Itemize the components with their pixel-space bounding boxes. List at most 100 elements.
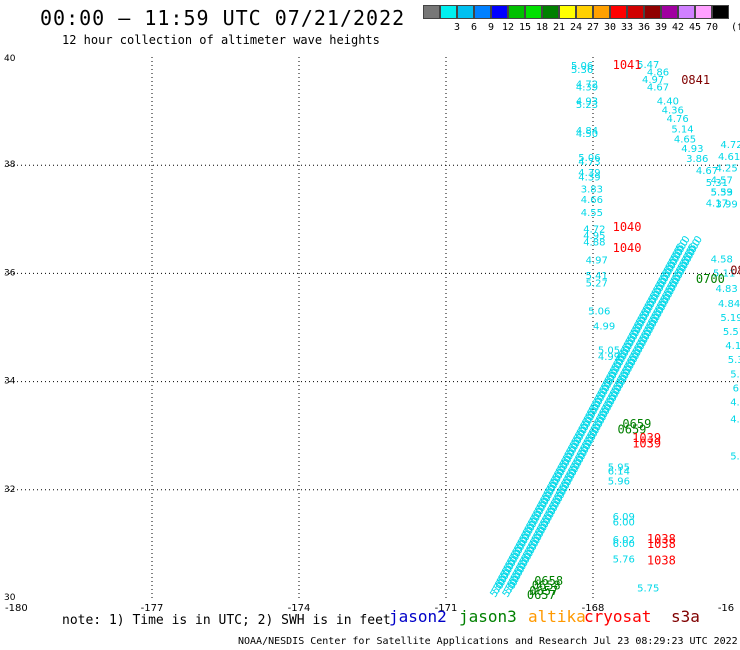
- wave-height-label: 5.75: [637, 584, 659, 595]
- scale-label: 9: [487, 22, 495, 33]
- wave-height-label: 4.99: [593, 322, 615, 333]
- wave-height-label: 4.76: [667, 114, 689, 125]
- scale-label: 42: [671, 22, 685, 33]
- satellite-jason3: jason3: [459, 607, 517, 626]
- lon-tick-label: -177: [141, 603, 164, 614]
- wave-height-label: 4.61: [718, 152, 740, 163]
- scale-swatch: [457, 5, 474, 19]
- wave-height-label: 4.40: [657, 97, 679, 108]
- wave-height-label: 5.19: [720, 313, 740, 324]
- track-time-label: 0658: [532, 578, 561, 592]
- wave-height-label: 4.58: [711, 255, 733, 266]
- wave-height-label: 6.14: [608, 467, 630, 478]
- scale-label: 36: [637, 22, 651, 33]
- track-time-label: 0659: [618, 423, 647, 437]
- scale-unit: (ft): [731, 22, 740, 33]
- wave-height-label: 4.98: [730, 415, 740, 426]
- scale-label: 30: [603, 22, 617, 33]
- lon-tick-label: -180: [5, 603, 28, 614]
- wave-height-label: 6.02: [613, 535, 635, 546]
- wave-height-label: 4.93: [576, 97, 598, 108]
- scale-swatch: [559, 5, 576, 19]
- wave-height-label: 6.00: [613, 539, 635, 550]
- wave-height-label: 5.96: [608, 476, 630, 487]
- scale-label: 45: [688, 22, 702, 33]
- lat-tick-label: 32: [4, 485, 15, 495]
- lat-tick-label: 30: [4, 593, 16, 603]
- wave-height-label: 5.5: [730, 452, 740, 463]
- scale-swatch: [695, 5, 712, 19]
- wave-height-label: 5.11: [713, 269, 735, 280]
- scale-label: 3: [453, 22, 461, 33]
- wave-height-label: 4.57: [711, 176, 733, 187]
- lat-tick-label: 40: [4, 54, 16, 64]
- scale-swatch: [627, 5, 644, 19]
- credit-line: NOAA/NESDIS Center for Satellite Applica…: [238, 636, 738, 647]
- satellite-cryosat: cryosat: [584, 607, 652, 626]
- wave-height-label: 4.50: [576, 129, 598, 140]
- wave-height-label: 6.07: [733, 383, 740, 394]
- wave-height-label: 5.59: [711, 187, 733, 198]
- track-time-label: 1040: [613, 220, 642, 234]
- lat-tick-label: 34: [4, 377, 16, 387]
- scale-label: 21: [552, 22, 566, 33]
- scale-label: 12: [501, 22, 515, 33]
- wave-height-label: 4.88: [583, 237, 605, 248]
- wave-height-label: 5.31: [706, 178, 728, 189]
- track-time-label: 1040: [613, 241, 642, 255]
- track-time-label: 1038: [647, 532, 676, 546]
- wave-height-label: 4.17: [706, 198, 728, 209]
- wave-height-label: 5.14: [671, 125, 693, 136]
- track-time-label: 0657: [527, 588, 556, 602]
- wave-height-label: 4.67: [647, 83, 669, 94]
- wave-height-label: 4.83: [716, 284, 738, 295]
- scale-swatch: [712, 5, 729, 19]
- scale-swatch: [508, 5, 525, 19]
- track-time-label: 084: [730, 263, 740, 277]
- wave-height-label: 3.86: [686, 154, 708, 165]
- wave-height-label: 4.66: [581, 195, 603, 206]
- wave-height-label: 5.41: [586, 271, 608, 282]
- scale-swatch: [491, 5, 508, 19]
- scale-label: 27: [586, 22, 600, 33]
- wave-height-label: 4.36: [662, 105, 684, 116]
- wave-height-label: 3.99: [716, 199, 738, 210]
- wave-height-label: 4.39: [578, 172, 600, 183]
- wave-height-label: 4.99: [598, 352, 620, 363]
- track-time-label: 1038: [647, 553, 676, 567]
- wave-height-label: 4.97: [586, 256, 608, 267]
- satellite-s3a: s3a: [671, 607, 700, 626]
- lon-tick-label: -174: [288, 603, 311, 614]
- track-time-label: 1039: [632, 437, 661, 451]
- wave-height-label: 4.39: [576, 83, 598, 94]
- track-time-label: 0657: [529, 584, 558, 598]
- wave-height-label: 5.06: [571, 61, 593, 72]
- lat-tick-label: 36: [4, 268, 16, 278]
- wave-height-label: 4.97: [642, 75, 664, 86]
- wave-height-label: 4.95: [583, 231, 605, 242]
- scale-swatch: [610, 5, 627, 19]
- lon-tick-label: -171: [435, 603, 458, 614]
- scale-label: 24: [569, 22, 583, 33]
- scale-swatch: [661, 5, 678, 19]
- track-time-label: 1041: [613, 58, 642, 72]
- wave-height-label: 4.11: [725, 341, 740, 352]
- wave-height-label: 4.72: [583, 224, 605, 235]
- wave-height-label: 4.93: [681, 144, 703, 155]
- wave-height-label: 4.84: [718, 299, 740, 310]
- scale-swatch: [474, 5, 491, 19]
- wave-height-label: 4.84: [576, 126, 598, 137]
- scale-swatch: [542, 5, 559, 19]
- wave-height-label: 5.06: [578, 153, 600, 164]
- track-time-label: 0658: [534, 574, 563, 588]
- scale-swatch: [525, 5, 542, 19]
- wave-height-label: 4.73: [578, 157, 600, 168]
- wave-height-label: 5.77: [730, 369, 740, 380]
- wave-height-label: 4.39: [578, 168, 600, 179]
- wave-height-label: 4.72: [720, 140, 740, 151]
- footer-note: note: 1) Time is in UTC; 2) SWH is in fe…: [62, 613, 391, 628]
- track-time-label: 0659: [622, 417, 651, 431]
- wave-height-label: 6.00: [613, 518, 635, 529]
- lat-tick-label: 38: [4, 160, 16, 170]
